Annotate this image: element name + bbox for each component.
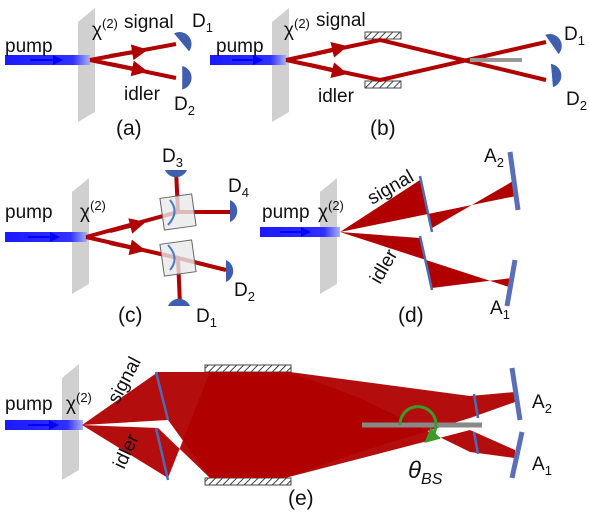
- mirror: [205, 365, 291, 372]
- detector: [174, 29, 194, 54]
- analyzer-label: A2: [484, 146, 504, 170]
- d-sub: 4: [242, 185, 249, 200]
- chi: χ: [92, 20, 102, 41]
- idler-label: idler: [124, 84, 161, 105]
- d-sub: 1: [210, 315, 217, 330]
- detector-label: D3: [162, 146, 183, 170]
- chi: χ: [80, 202, 90, 223]
- detector-label: D4: [228, 176, 249, 200]
- pump-label: pump: [5, 202, 53, 223]
- detector-label: D2: [566, 89, 587, 113]
- chi-sup: (2): [102, 16, 118, 31]
- panel-label: (d): [398, 304, 424, 327]
- mirror: [205, 478, 291, 485]
- detector-label: D1: [564, 24, 585, 48]
- a: A: [532, 454, 545, 475]
- idler-beam: [86, 237, 226, 270]
- detector: [168, 299, 190, 306]
- d-sub: 2: [188, 103, 195, 118]
- page: {"panels": [ {"label": "(a)", "pump": "p…: [0, 0, 589, 521]
- a-sub: 2: [545, 401, 552, 416]
- detector: [230, 200, 237, 222]
- idler-label: idler: [318, 86, 355, 107]
- chi-sup: (2): [328, 198, 344, 213]
- pump-label: pump: [216, 36, 264, 57]
- detector: [175, 66, 195, 91]
- chi-label: χ(2): [284, 16, 310, 41]
- detector: [545, 64, 564, 89]
- panel-label: (b): [370, 117, 396, 140]
- signal-beam: [340, 180, 516, 232]
- d: D: [162, 146, 176, 167]
- diagram: pump χ(2) signal idler D1 D2 (a) pump χ(…: [0, 0, 589, 521]
- angle-label: θBS: [408, 457, 443, 488]
- panel-c: pump χ(2) D3 D4 D2 D1 (c): [5, 146, 255, 330]
- panel-a: pump χ(2) signal idler D1 D2 (a): [5, 8, 213, 140]
- d: D: [566, 89, 580, 110]
- chi: χ: [284, 20, 294, 41]
- d: D: [192, 11, 206, 32]
- detector-label: D2: [234, 280, 255, 304]
- a: A: [532, 392, 545, 413]
- d-sub: 1: [578, 33, 585, 48]
- chi-label: χ(2): [92, 16, 118, 41]
- d-sub: 2: [248, 289, 255, 304]
- a-sub: 1: [545, 463, 552, 478]
- a: A: [484, 146, 497, 167]
- panel-label: (a): [116, 117, 142, 140]
- chi-sup: (2): [76, 390, 92, 405]
- idler-label: idler: [366, 245, 402, 287]
- chi-sup: (2): [294, 16, 310, 31]
- theta-sub: BS: [421, 471, 443, 488]
- theta: θ: [408, 457, 421, 484]
- mirror: [365, 81, 401, 88]
- detector: [165, 170, 187, 177]
- d-sub: 3: [176, 155, 183, 170]
- mirror: [365, 32, 401, 39]
- signal-label: signal: [316, 10, 366, 31]
- d-sub: 2: [580, 98, 587, 113]
- a-sub: 1: [503, 307, 510, 322]
- panel-label: (e): [288, 487, 314, 510]
- panel-d: pump χ(2) signal idler A2 A1 (d): [260, 146, 518, 327]
- a: A: [490, 298, 503, 319]
- beam-arrow: [110, 51, 140, 56]
- chi: χ: [318, 202, 328, 223]
- analyzer: [510, 152, 518, 210]
- pump-label: pump: [5, 36, 53, 57]
- beam-splitter-cube: [160, 240, 196, 276]
- beam-splitter-cube: [160, 194, 196, 230]
- detector-label: D1: [192, 11, 213, 35]
- d: D: [228, 176, 242, 197]
- panel-e: pump χ(2) signal idler θBS A2 A1 (e): [5, 354, 552, 510]
- analyzer-label: A2: [532, 392, 552, 416]
- chi-label: χ(2): [80, 198, 106, 223]
- detector: [545, 31, 564, 56]
- pump-label: pump: [262, 202, 310, 223]
- detector-label: D2: [174, 94, 195, 118]
- d: D: [174, 94, 188, 115]
- d: D: [196, 306, 210, 327]
- a-sub: 2: [497, 155, 504, 170]
- d: D: [234, 280, 248, 301]
- d: D: [564, 24, 578, 45]
- signal-beam: [86, 212, 230, 237]
- signal-label: signal: [124, 12, 174, 33]
- panel-label: (c): [118, 304, 143, 327]
- panel-b: pump χ(2) signal idler D1 D2 (b): [210, 8, 587, 140]
- chi: χ: [66, 394, 76, 415]
- chi-sup: (2): [90, 198, 106, 213]
- detector: [226, 260, 233, 282]
- pump-label: pump: [5, 394, 53, 415]
- analyzer-label: A1: [532, 454, 552, 478]
- detector-label: D1: [196, 306, 217, 330]
- d-sub: 1: [206, 20, 213, 35]
